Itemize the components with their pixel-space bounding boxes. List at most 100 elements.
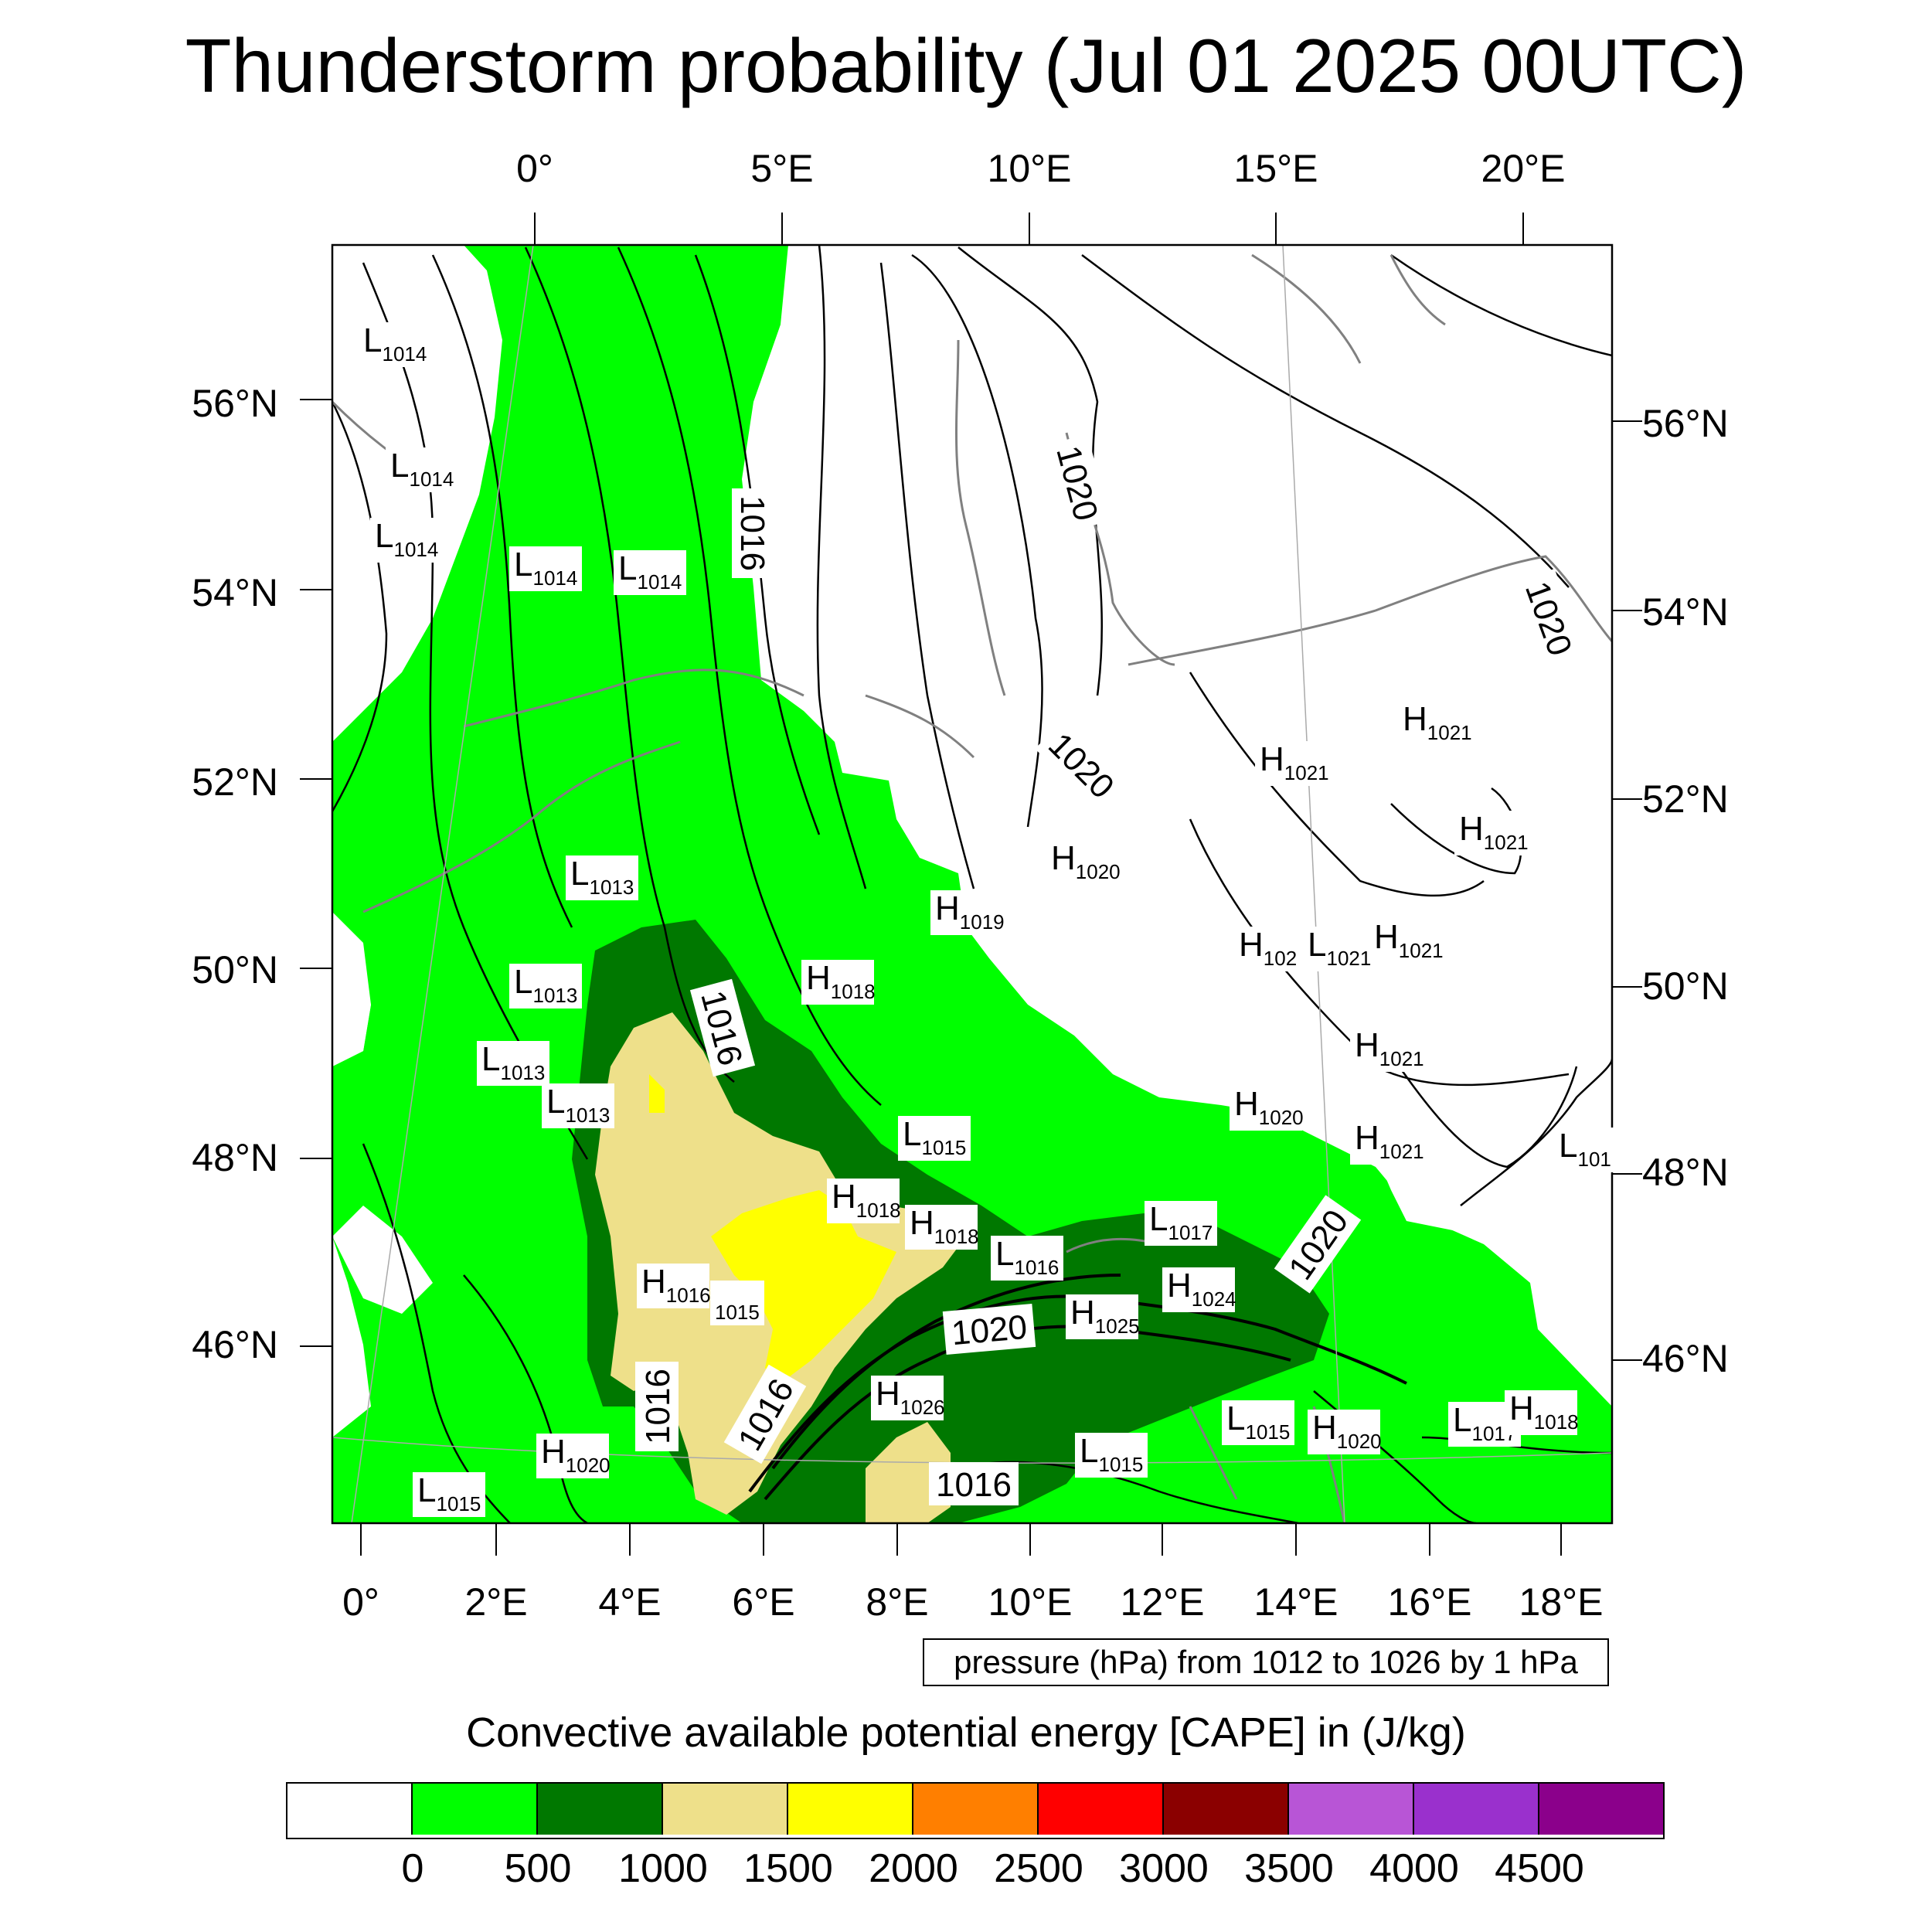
pressure-label-background <box>1162 1267 1235 1312</box>
map-frame <box>331 243 1614 1525</box>
bottom-lon-label: 6°E <box>732 1580 795 1624</box>
isobar-line <box>463 1274 588 1523</box>
colorbar-swatch <box>1289 1784 1414 1835</box>
pressure-label-background <box>359 322 431 367</box>
colorbar-swatch <box>413 1784 538 1835</box>
high-pressure-center: H1021 <box>1355 1119 1424 1163</box>
isobar-label: 1016 <box>635 1362 679 1451</box>
high-pressure-center: H1018 <box>1509 1389 1579 1434</box>
colorbar-label: 500 <box>504 1846 572 1891</box>
isobar-label-text: 1016 <box>639 1369 677 1444</box>
colorbar-label: 3000 <box>1119 1846 1209 1891</box>
low-pressure-center: L1014 <box>363 321 427 366</box>
bottom-lon-label: 14°E <box>1253 1580 1338 1624</box>
isobar-line <box>879 262 975 889</box>
high-pressure-center: H1020 <box>1234 1085 1304 1129</box>
right-lat-label: 54°N <box>1642 590 1729 634</box>
isobar-line <box>524 247 735 1083</box>
isobar-label: 1020 <box>942 1304 1036 1355</box>
low-pressure-center: L101 <box>1559 1127 1611 1171</box>
bottom-lon-label: 10°E <box>988 1580 1073 1624</box>
high-pressure-center: H1026 <box>876 1375 945 1419</box>
high-pressure-center: H1020 <box>1312 1409 1382 1453</box>
pressure-label-background <box>509 546 582 591</box>
cape-colorbar <box>286 1782 1665 1839</box>
colorbar-swatch <box>1414 1784 1539 1835</box>
high-pressure-center: H1018 <box>832 1178 901 1222</box>
high-pressure-center: H1018 <box>910 1204 979 1248</box>
pressure-label-background <box>1369 919 1442 964</box>
colorbar-swatch <box>913 1784 1039 1835</box>
low-pressure-center: 1015 <box>715 1301 760 1324</box>
top-lon-label: 0° <box>516 147 553 190</box>
pressure-label-background <box>477 1041 549 1086</box>
pressure-label-background <box>1554 1128 1614 1172</box>
coastline <box>1128 555 1612 666</box>
bottom-lon-label: 2°E <box>464 1580 528 1624</box>
coastline <box>865 694 975 759</box>
bottom-lon-label: 18°E <box>1519 1580 1604 1624</box>
pressure-label-background <box>1234 927 1294 971</box>
pressure-label-background <box>905 1205 978 1250</box>
high-pressure-center: H1024 <box>1167 1267 1236 1311</box>
left-lat-label: 54°N <box>192 571 278 614</box>
isobar-label-background <box>689 978 756 1077</box>
low-pressure-center: L1015 <box>1080 1432 1143 1476</box>
isobar-line <box>1460 1058 1612 1206</box>
high-pressure-center: H1020 <box>541 1433 611 1477</box>
right-lat-label: 50°N <box>1642 964 1729 1008</box>
left-lat-label: 48°N <box>192 1136 278 1179</box>
pressure-info-box: pressure (hPa) from 1012 to 1026 by 1 hP… <box>923 1638 1609 1686</box>
low-pressure-center: L1015 <box>1226 1400 1290 1444</box>
high-pressure-center: H1018 <box>806 959 876 1003</box>
left-lat-label: 50°N <box>192 948 278 992</box>
isobar-line <box>1382 1043 1578 1168</box>
top-lon-label: 10°E <box>987 147 1072 190</box>
pressure-label-background <box>370 518 443 563</box>
isobar-label-background <box>723 1364 807 1464</box>
colorbar-swatch <box>1539 1784 1663 1835</box>
pressure-label-background <box>801 960 874 1005</box>
isobar-line <box>694 254 821 835</box>
right-lat-label: 52°N <box>1642 777 1729 821</box>
isobar-label-text: 1016 <box>733 495 771 571</box>
colorbar-label: 2000 <box>869 1846 958 1891</box>
low-pressure-center: L1014 <box>375 517 438 561</box>
pressure-label-background <box>1454 811 1527 855</box>
isobar-line <box>957 247 1104 696</box>
cape-gap-west-2 <box>332 1206 433 1314</box>
cape-gap-west <box>332 912 371 1066</box>
isobar-label-background <box>1513 568 1586 668</box>
meridian-line <box>351 245 534 1523</box>
low-pressure-center: L1013 <box>570 855 634 899</box>
pressure-label-background <box>898 1116 971 1161</box>
pressure-label-background <box>637 1264 709 1308</box>
isobar-label: 1020 <box>1045 434 1111 532</box>
high-pressure-center: H102 <box>1239 926 1297 970</box>
pressure-label-background <box>413 1472 485 1517</box>
top-lon-label: 5°E <box>750 147 814 190</box>
colorbar-label: 2500 <box>994 1846 1083 1891</box>
isobar-line <box>431 254 573 928</box>
left-lat-label: 56°N <box>192 382 278 425</box>
coastline <box>1189 1406 1238 1500</box>
cape-region-1500-2000-2 <box>649 1074 665 1113</box>
bottom-lon-label: 12°E <box>1120 1580 1205 1624</box>
high-pressure-center: H1016 <box>641 1263 711 1307</box>
pressure-label-background <box>1308 1410 1380 1454</box>
high-pressure-center: H1021 <box>1403 700 1472 744</box>
pressure-label-background <box>930 890 1003 935</box>
isobar-label: 1020 <box>1513 568 1586 668</box>
colorbar-label: 1500 <box>743 1846 833 1891</box>
pressure-label-background <box>536 1434 609 1478</box>
low-pressure-center: L1015 <box>417 1471 481 1515</box>
isobar-label: 1016 <box>732 488 775 578</box>
top-lon-label: 15°E <box>1233 147 1318 190</box>
coastline <box>1389 254 1446 326</box>
low-pressure-center: L1015 <box>903 1115 966 1159</box>
pressure-label-background <box>1230 1086 1302 1131</box>
coastline <box>955 339 1006 696</box>
low-pressure-center: L1014 <box>514 546 577 590</box>
isobar-label-background <box>732 488 775 578</box>
